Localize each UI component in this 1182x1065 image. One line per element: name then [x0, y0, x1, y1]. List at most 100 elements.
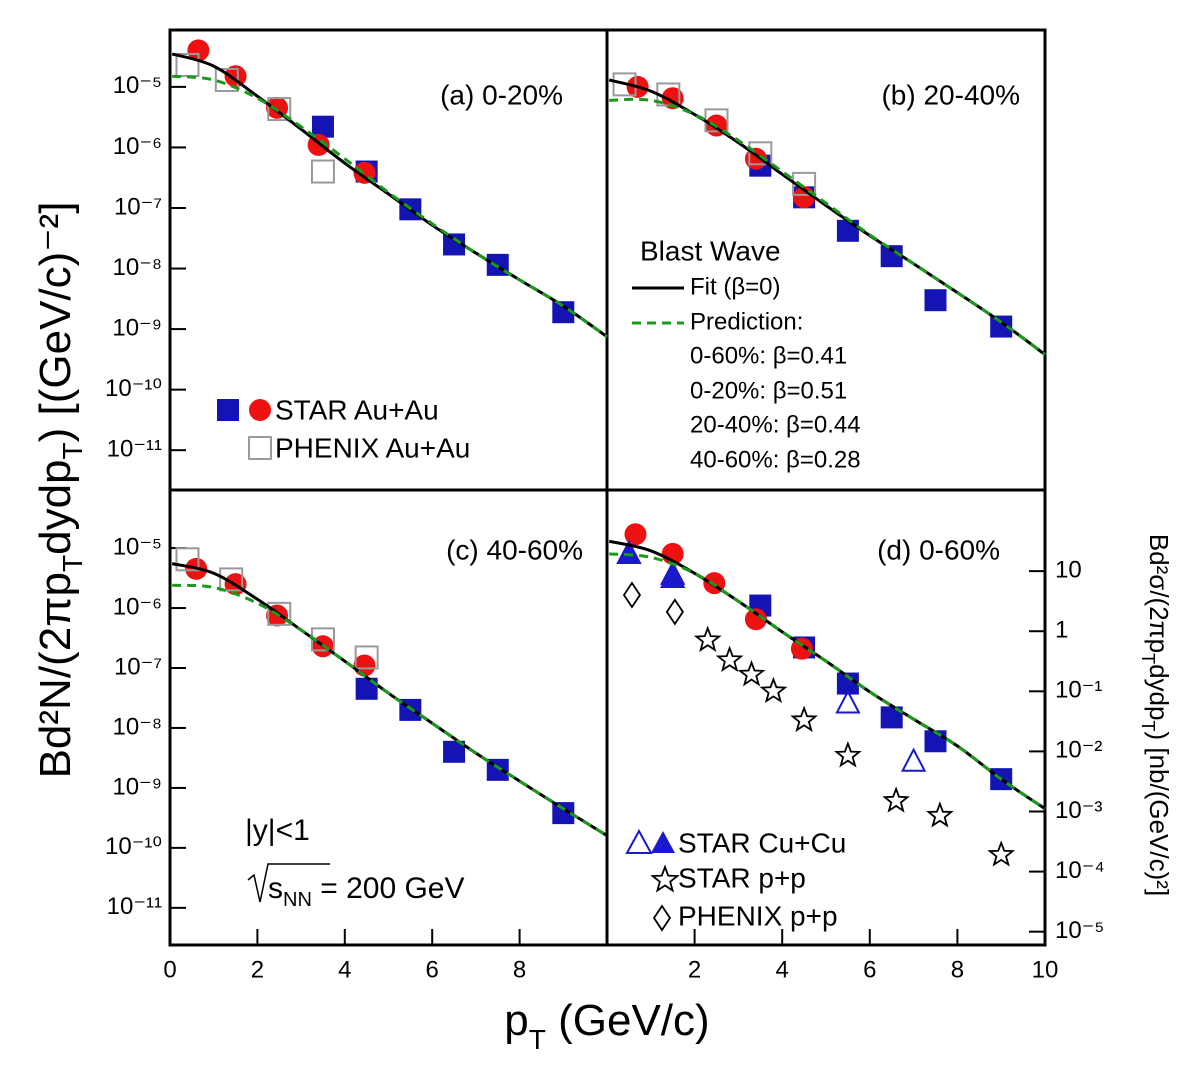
- data-point: [880, 245, 903, 268]
- y2-tick-label: 10⁻⁴: [1055, 857, 1105, 884]
- data-point: [665, 598, 684, 626]
- y-tick-label: 10⁻⁹: [112, 773, 162, 800]
- y2-axis-title: Bd²σ/(2πpTdydpT) [nb/(GeV/c)²]: [1138, 534, 1174, 896]
- x-tick-label: 8: [951, 956, 964, 983]
- panel-label: (d) 0-60%: [877, 534, 1000, 565]
- data-point: [882, 786, 910, 813]
- y-tick-label: 10⁻⁷: [114, 193, 162, 220]
- x-tick-label: 0: [163, 956, 176, 983]
- data-point: [880, 706, 903, 729]
- xlabel-part: p: [504, 996, 528, 1045]
- y2-tick-label: 1: [1055, 617, 1068, 644]
- ylabel-part: dydp: [31, 459, 80, 554]
- panel-label: (c) 40-60%: [446, 534, 583, 565]
- legend-note: 0-60%: β=0.41: [690, 342, 847, 369]
- legend-label: Fit (β=0): [690, 273, 780, 300]
- data-point: [836, 219, 859, 242]
- legend-label: Prediction:: [690, 308, 803, 335]
- legend-label: STAR Cu+Cu: [678, 827, 846, 858]
- legend-marker: [248, 436, 272, 460]
- data-point: [693, 625, 722, 652]
- y2-tick-label: 10: [1055, 556, 1082, 583]
- legend-label: PHENIX p+p: [678, 900, 838, 931]
- data-point: [624, 523, 647, 546]
- y-tick-label: 10⁻¹¹: [107, 436, 162, 463]
- y-tick-label: 10⁻⁶: [113, 593, 162, 620]
- y2label-part: dydp: [1144, 664, 1174, 720]
- y-tick-label: 10⁻⁸: [113, 713, 163, 740]
- data-point: [354, 645, 379, 670]
- legend-note: 40-60%: β=0.28: [690, 446, 861, 473]
- data-point: [552, 802, 575, 825]
- data-point: [924, 289, 947, 312]
- data-point: [715, 645, 744, 672]
- data-point: [737, 660, 766, 687]
- data-point: [660, 563, 686, 588]
- x-tick-label: 8: [513, 956, 526, 983]
- data-point: [790, 705, 818, 733]
- legend-label: STAR p+p: [678, 862, 806, 893]
- data-point: [987, 840, 1016, 867]
- x-tick-label: 6: [426, 956, 439, 983]
- data-point: [926, 801, 954, 828]
- y-tick-label: 10⁻⁶: [113, 133, 162, 160]
- frame-d: [605, 488, 1047, 947]
- data-point: [836, 672, 859, 695]
- prediction-curve: [172, 583, 608, 837]
- panel-label: (b) 20-40%: [881, 79, 1020, 110]
- legend-title: Blast Wave: [640, 235, 781, 266]
- data-point: [353, 654, 376, 677]
- y2-tick-label: 10⁻¹: [1055, 677, 1102, 704]
- y-tick-label: 10⁻⁷: [114, 653, 162, 680]
- y-tick-label: 10⁻¹⁰: [105, 833, 162, 860]
- y-tick-label: 10⁻¹¹: [107, 893, 162, 920]
- legend-marker: [650, 864, 680, 893]
- y2label-part: ) [nb/(GeV/c)²]: [1144, 731, 1174, 896]
- y2label-sub: T: [1138, 653, 1158, 664]
- xlabel-part: (GeV/c): [546, 996, 710, 1045]
- data-point: [311, 115, 334, 138]
- fit-curve: [171, 562, 608, 837]
- y-axis-title: Bd²N/(2πpTdydpT) [(GeV/c)⁻²]: [31, 202, 88, 779]
- legend-note: 0-20%: β=0.51: [690, 377, 847, 404]
- data-point: [835, 689, 861, 714]
- x-axis-title: pT (GeV/c): [504, 996, 709, 1055]
- legend-marker: [625, 828, 653, 854]
- x-tick-label: 6: [863, 956, 876, 983]
- data-point: [267, 97, 292, 122]
- prediction-curve: [172, 74, 608, 338]
- y-tick-label: 10⁻⁵: [113, 533, 162, 560]
- data-point: [759, 676, 788, 704]
- x-tick-label: 4: [338, 956, 351, 983]
- y2-tick-label: 10⁻³: [1055, 797, 1102, 824]
- data-point: [744, 608, 767, 631]
- data-point: [443, 233, 466, 256]
- legend-label: PHENIX Au+Au: [275, 432, 470, 463]
- legend-note: 20-40%: β=0.44: [690, 411, 861, 438]
- data-point: [267, 601, 292, 626]
- data-point: [552, 301, 575, 324]
- x-tick-label: 2: [251, 956, 264, 983]
- panel-label: (a) 0-20%: [440, 79, 563, 110]
- prediction-curve: [609, 552, 1046, 810]
- annotation: sNN = 200 GeV: [268, 872, 465, 911]
- data-point: [355, 677, 378, 700]
- data-point: [834, 741, 862, 768]
- legend-marker: [249, 399, 271, 421]
- data-point: [748, 141, 773, 166]
- data-point: [187, 39, 210, 62]
- y-tick-label: 10⁻⁸: [113, 254, 163, 281]
- y2label-sub: T: [1138, 720, 1158, 731]
- prediction-curve: [609, 97, 1046, 356]
- legend-marker: [652, 904, 672, 932]
- x-tick-label: 2: [688, 956, 701, 983]
- ylabel-sub: T: [57, 442, 88, 459]
- y2-tick-label: 10⁻²: [1055, 737, 1102, 764]
- energy-sub: NN: [283, 889, 312, 911]
- x-tick-label: 4: [776, 956, 789, 983]
- energy-part: = 200 GeV: [312, 872, 465, 905]
- y-tick-label: 10⁻¹⁰: [105, 375, 162, 402]
- y-tick-label: 10⁻⁹: [112, 314, 162, 341]
- data-point: [443, 740, 466, 763]
